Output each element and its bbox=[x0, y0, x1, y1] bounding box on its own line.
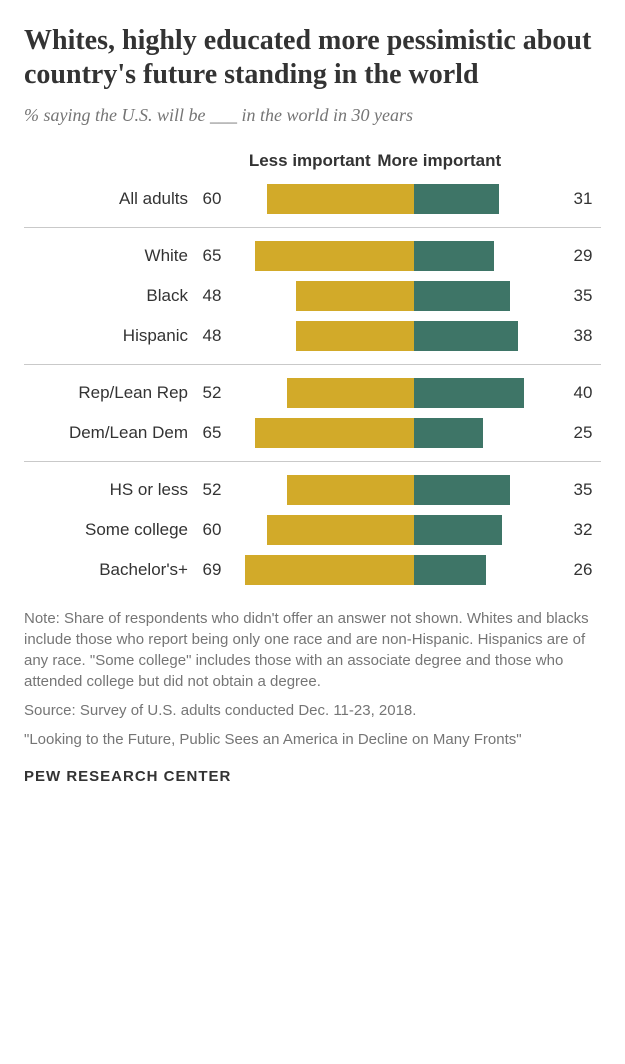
bar-pair bbox=[230, 241, 565, 271]
bar-pair bbox=[230, 281, 565, 311]
bar-less bbox=[287, 378, 415, 408]
value-more: 38 bbox=[565, 326, 601, 346]
value-more: 26 bbox=[565, 560, 601, 580]
bar-more bbox=[414, 184, 499, 214]
table-row: HS or less52 35 bbox=[24, 470, 601, 510]
table-row: Some college60 32 bbox=[24, 510, 601, 550]
diverging-bar-chart: Less important More important All adults… bbox=[24, 149, 601, 590]
row-label: HS or less bbox=[24, 480, 194, 500]
bar-less bbox=[296, 321, 414, 351]
bar-less bbox=[296, 281, 414, 311]
row-label: Rep/Lean Rep bbox=[24, 383, 194, 403]
table-row: Rep/Lean Rep52 40 bbox=[24, 373, 601, 413]
bar-pair bbox=[230, 321, 565, 351]
row-label: Bachelor's+ bbox=[24, 560, 194, 580]
value-more: 29 bbox=[565, 246, 601, 266]
group-divider bbox=[24, 227, 601, 228]
bar-more bbox=[414, 555, 485, 585]
value-less: 48 bbox=[194, 286, 230, 306]
bar-more bbox=[414, 281, 510, 311]
bar-less bbox=[255, 241, 415, 271]
row-label: Hispanic bbox=[24, 326, 194, 346]
bar-less bbox=[255, 418, 415, 448]
bar-pair bbox=[230, 475, 565, 505]
chart-title: Whites, highly educated more pessimistic… bbox=[24, 24, 601, 91]
source-line: Source: Survey of U.S. adults conducted … bbox=[24, 700, 601, 721]
value-less: 65 bbox=[194, 246, 230, 266]
value-less: 48 bbox=[194, 326, 230, 346]
row-label: Black bbox=[24, 286, 194, 306]
value-less: 60 bbox=[194, 189, 230, 209]
table-row: Bachelor's+69 26 bbox=[24, 550, 601, 590]
row-label: Some college bbox=[24, 520, 194, 540]
table-row: White65 29 bbox=[24, 236, 601, 276]
bar-less bbox=[267, 515, 414, 545]
value-less: 60 bbox=[194, 520, 230, 540]
bar-more bbox=[414, 418, 483, 448]
group-divider bbox=[24, 461, 601, 462]
bar-pair bbox=[230, 515, 565, 545]
report-title-line: "Looking to the Future, Public Sees an A… bbox=[24, 729, 601, 750]
value-less: 69 bbox=[194, 560, 230, 580]
header-more-important: More important bbox=[377, 151, 501, 171]
bar-less bbox=[267, 184, 414, 214]
bar-more bbox=[414, 378, 524, 408]
table-row: Dem/Lean Dem65 25 bbox=[24, 413, 601, 453]
bar-more bbox=[414, 515, 502, 545]
brand-attribution: PEW RESEARCH CENTER bbox=[24, 768, 601, 785]
row-label: White bbox=[24, 246, 194, 266]
bar-less bbox=[245, 555, 415, 585]
header-less-important: Less important bbox=[249, 151, 371, 171]
bar-pair bbox=[230, 378, 565, 408]
table-row: All adults60 31 bbox=[24, 179, 601, 219]
value-less: 52 bbox=[194, 480, 230, 500]
footnote: Note: Share of respondents who didn't of… bbox=[24, 608, 601, 692]
bar-pair bbox=[230, 555, 565, 585]
bar-more bbox=[414, 241, 493, 271]
value-less: 65 bbox=[194, 423, 230, 443]
row-label: All adults bbox=[24, 189, 194, 209]
group-divider bbox=[24, 364, 601, 365]
bar-less bbox=[287, 475, 415, 505]
value-more: 32 bbox=[565, 520, 601, 540]
table-row: Black48 35 bbox=[24, 276, 601, 316]
chart-subtitle: % saying the U.S. will be ___ in the wor… bbox=[24, 103, 601, 127]
bar-more bbox=[414, 475, 510, 505]
value-more: 25 bbox=[565, 423, 601, 443]
value-more: 40 bbox=[565, 383, 601, 403]
row-label: Dem/Lean Dem bbox=[24, 423, 194, 443]
value-less: 52 bbox=[194, 383, 230, 403]
column-header-row: Less important More important bbox=[24, 149, 601, 173]
bar-more bbox=[414, 321, 518, 351]
table-row: Hispanic48 38 bbox=[24, 316, 601, 356]
value-more: 35 bbox=[565, 480, 601, 500]
value-more: 35 bbox=[565, 286, 601, 306]
bar-pair bbox=[230, 184, 565, 214]
value-more: 31 bbox=[565, 189, 601, 209]
bar-pair bbox=[230, 418, 565, 448]
